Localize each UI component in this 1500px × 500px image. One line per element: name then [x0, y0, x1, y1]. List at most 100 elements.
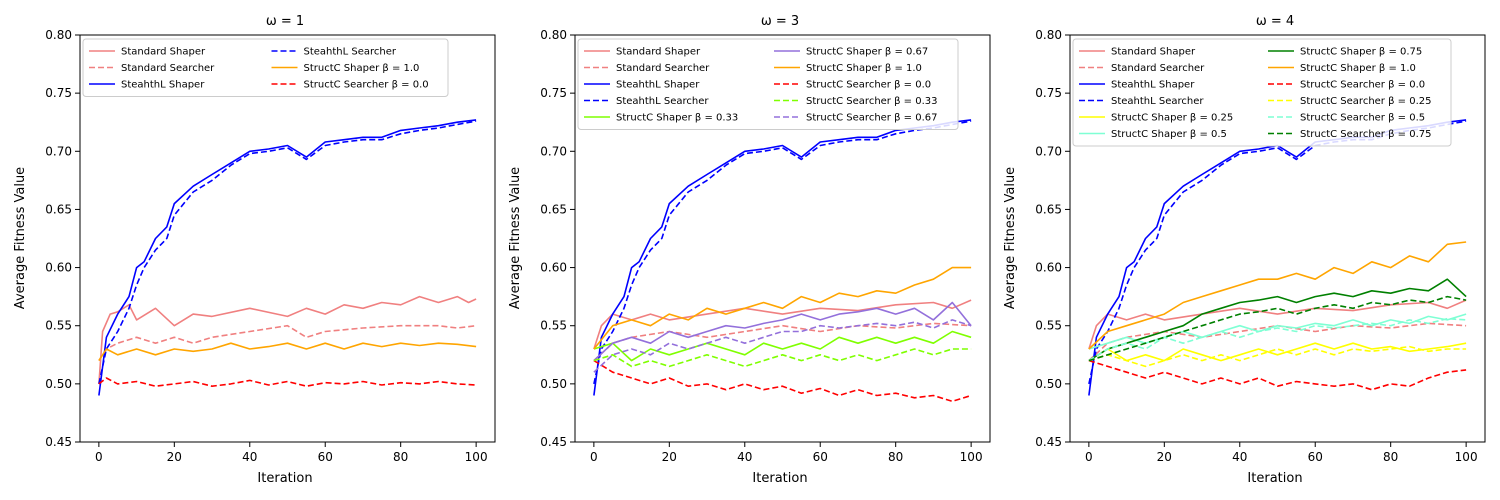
x-axis-label: Iteration	[752, 471, 807, 486]
y-tick-label: 0.80	[1035, 28, 1062, 42]
series-line-steahthl-searcher	[593, 120, 972, 385]
y-tick-label: 0.55	[1035, 319, 1062, 333]
legend-item: Standard Searcher	[89, 63, 215, 74]
x-tick-label: 0	[95, 450, 103, 464]
subplot-omega-4: ω = 4 Iteration Average Fitness Value 0 2…	[1003, 14, 1486, 486]
legend-label: SteahthL Searcher	[616, 96, 709, 107]
legend-item: StructC Searcher β = 0.33	[774, 96, 937, 107]
legend-frame	[1072, 38, 1452, 147]
legend-label: SteahthL Searcher	[1111, 96, 1204, 107]
series-line-structc-shaper-beta-0-75	[1088, 278, 1467, 362]
x-axis-label: Iteration	[257, 471, 312, 486]
y-tick-label: 0.45	[540, 435, 567, 449]
legend-label: SteahthL Shaper	[1111, 80, 1195, 91]
y-axis-label: Average Fitness Value	[13, 167, 28, 309]
legend-label: StructC Searcher β = 0.5	[1300, 113, 1425, 124]
axis-ticks: 0 20 40 60 80 100 0.45 0.50 0.55 0.60 0.65 0.70 0.75…	[45, 28, 487, 464]
x-tick-label: 40	[242, 450, 257, 464]
y-tick-label: 0.60	[540, 261, 567, 275]
x-tick-label: 100	[465, 450, 488, 464]
legend-item: StructC Searcher β = 0.5	[1268, 113, 1425, 124]
y-tick-label: 0.65	[540, 202, 567, 216]
series-line-structc-shaper-beta-1-0	[593, 266, 972, 350]
legend-label: StructC Shaper β = 0.75	[1300, 47, 1422, 58]
legend-label: Standard Shaper	[616, 47, 701, 58]
legend-label: StructC Searcher β = 0.0	[304, 80, 429, 91]
legend: Standard Shaper Standard Searcher SteahthL…	[1072, 38, 1452, 147]
chart-title: ω = 4	[1256, 14, 1294, 29]
y-tick-label: 0.45	[1035, 435, 1062, 449]
axis-ticks: 0 20 40 60 80 100 0.45 0.50 0.55 0.60 0.65 0.70 0.75…	[540, 28, 982, 464]
legend-item: StructC Searcher β = 0.0	[1268, 80, 1425, 91]
y-tick-label: 0.65	[45, 202, 72, 216]
legend-item: StructC Searcher β = 0.0	[774, 80, 931, 91]
y-tick-label: 0.55	[540, 319, 567, 333]
x-tick-label: 80	[1383, 450, 1398, 464]
legend-item: StructC Shaper β = 0.5	[1079, 129, 1227, 140]
legend-label: StructC Searcher β = 0.0	[1300, 80, 1425, 91]
legend-item: StructC Shaper β = 0.25	[1079, 113, 1233, 124]
legend-item: StructC Shaper β = 1.0	[1268, 63, 1416, 74]
legend-label: Standard Searcher	[616, 63, 710, 74]
legend-item: Standard Searcher	[1079, 63, 1205, 74]
legend-label: StructC Shaper β = 0.33	[616, 113, 738, 124]
series-line-structc-shaper-beta-1-0	[98, 342, 477, 362]
series-line-standard-searcher	[593, 322, 972, 362]
y-tick-label: 0.45	[45, 435, 72, 449]
legend-item: StructC Shaper β = 0.33	[584, 113, 738, 124]
legend-label: SteahthL Shaper	[616, 80, 700, 91]
legend-item: SteahthL Shaper	[89, 80, 205, 91]
series-line-structc-searcher-beta-0-25	[1088, 345, 1467, 368]
series-line-steahthl-shaper	[98, 119, 477, 396]
x-tick-label: 60	[813, 450, 828, 464]
chart-title: ω = 3	[761, 14, 799, 29]
x-tick-label: 80	[888, 450, 903, 464]
legend-item: StructC Searcher β = 0.25	[1268, 96, 1431, 107]
series-line-structc-searcher-beta-0-0	[593, 359, 972, 403]
y-tick-label: 0.80	[45, 28, 72, 42]
legend-frame	[577, 38, 959, 130]
legend-item: SteahthL Searcher	[584, 96, 709, 107]
x-tick-label: 80	[393, 450, 408, 464]
y-tick-label: 0.70	[45, 144, 72, 158]
y-tick-label: 0.75	[1035, 86, 1062, 100]
x-tick-label: 60	[1308, 450, 1323, 464]
legend-item: StructC Shaper β = 0.67	[774, 47, 928, 58]
legend-label: StructC Shaper β = 1.0	[806, 63, 922, 74]
y-tick-label: 0.50	[1035, 377, 1062, 391]
axes-frame	[574, 34, 991, 443]
x-tick-label: 60	[318, 450, 333, 464]
legend-label: SteahthL Shaper	[121, 80, 205, 91]
plot-area	[98, 119, 477, 396]
legend-item: StructC Searcher β = 0.67	[774, 113, 937, 124]
legend-item: Standard Searcher	[584, 63, 710, 74]
chart-title: ω = 1	[266, 14, 304, 29]
y-tick-label: 0.60	[1035, 261, 1062, 275]
series-line-structc-searcher-beta-0-67	[593, 319, 972, 373]
y-tick-label: 0.55	[45, 319, 72, 333]
x-tick-label: 0	[1085, 450, 1093, 464]
legend-item: StructC Shaper β = 1.0	[271, 63, 419, 74]
x-tick-label: 40	[737, 450, 752, 464]
series-line-structc-searcher-beta-0-33	[593, 348, 972, 368]
y-tick-label: 0.50	[540, 377, 567, 391]
axes-frame	[1069, 34, 1486, 443]
x-tick-label: 0	[590, 450, 598, 464]
y-tick-label: 0.65	[1035, 202, 1062, 216]
legend-item: Standard Shaper	[89, 47, 206, 58]
legend-label: Standard Searcher	[121, 63, 215, 74]
legend-label: StructC Searcher β = 0.0	[806, 80, 931, 91]
subplot-omega-3: ω = 3 Iteration Average Fitness Value 0 2…	[508, 14, 991, 486]
legend-label: StructC Shaper β = 1.0	[1300, 63, 1416, 74]
x-tick-label: 20	[1157, 450, 1172, 464]
series-line-structc-shaper-beta-0-25	[1088, 342, 1467, 362]
y-tick-label: 0.80	[540, 28, 567, 42]
legend-item: StructC Shaper β = 0.75	[1268, 47, 1422, 58]
legend-label: Standard Shaper	[1111, 47, 1196, 58]
series-line-structc-shaper-beta-0-67	[593, 301, 972, 362]
legend-item: SteahthL Shaper	[584, 80, 700, 91]
x-tick-label: 20	[662, 450, 677, 464]
series-line-structc-shaper-beta-1-0	[1088, 241, 1467, 350]
y-tick-label: 0.70	[1035, 144, 1062, 158]
